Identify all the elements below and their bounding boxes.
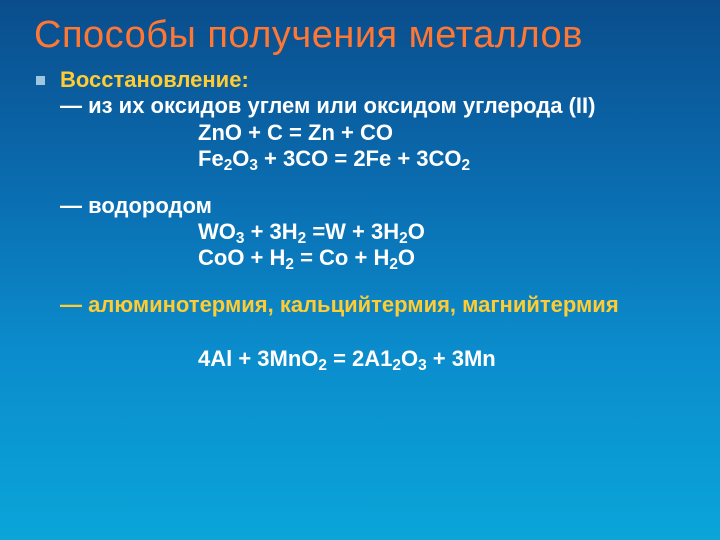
eq-frag: + 3H: [244, 219, 297, 244]
spacer: [60, 272, 686, 292]
spacer: [60, 173, 686, 193]
eq-frag: Fe: [198, 146, 224, 171]
section-subline: — водородом: [60, 193, 686, 219]
slide-title: Способы получения металлов: [34, 14, 686, 57]
slide: Способы получения металлов Восстановлени…: [0, 0, 720, 540]
eq-sub: 2: [224, 157, 233, 174]
spacer: [60, 318, 686, 338]
section-subline-accent: — алюминотермия, кальцийтермия, магнийте…: [60, 292, 686, 318]
eq-sub: 3: [236, 230, 245, 247]
equation: 4Al + 3MnO2 = 2A12O3 + 3Mn: [198, 346, 686, 372]
eq-frag: 4Al + 3MnO: [198, 346, 318, 371]
eq-sub: 3: [249, 157, 258, 174]
eq-sub: 2: [298, 230, 307, 247]
eq-frag: + 3CO = 2Fe + 3CO: [258, 146, 462, 171]
section-subline: — из их оксидов углем или оксидом углеро…: [60, 93, 686, 119]
eq-sub: 2: [389, 256, 398, 273]
eq-sub: 2: [462, 157, 471, 174]
eq-sub: 2: [285, 256, 294, 273]
eq-sub: 3: [418, 357, 427, 374]
bullet-icon: [36, 76, 45, 85]
eq-frag: CoO + H: [198, 245, 285, 270]
bullet-block: Восстановление: — из их оксидов углем ил…: [60, 67, 686, 373]
eq-frag: O: [232, 146, 249, 171]
eq-frag: O: [408, 219, 425, 244]
eq-sub: 2: [392, 357, 401, 374]
eq-frag: + 3Mn: [427, 346, 496, 371]
eq-frag: WO: [198, 219, 236, 244]
equation: ZnO + C = Zn + CO: [198, 120, 686, 146]
slide-body: Восстановление: — из их оксидов углем ил…: [60, 67, 686, 373]
eq-frag: =W + 3H: [306, 219, 399, 244]
eq-frag: = 2A1: [327, 346, 392, 371]
equation: Fe2O3 + 3CO = 2Fe + 3CO2: [198, 146, 686, 172]
eq-frag: O: [401, 346, 418, 371]
section-heading: Восстановление:: [60, 67, 686, 93]
eq-sub: 2: [318, 357, 327, 374]
eq-frag: = Co + H: [294, 245, 389, 270]
equation: CoO + H2 = Co + H2O: [198, 245, 686, 271]
spacer: [60, 338, 686, 346]
equation: WO3 + 3H2 =W + 3H2O: [198, 219, 686, 245]
eq-sub: 2: [399, 230, 408, 247]
eq-frag: O: [398, 245, 415, 270]
